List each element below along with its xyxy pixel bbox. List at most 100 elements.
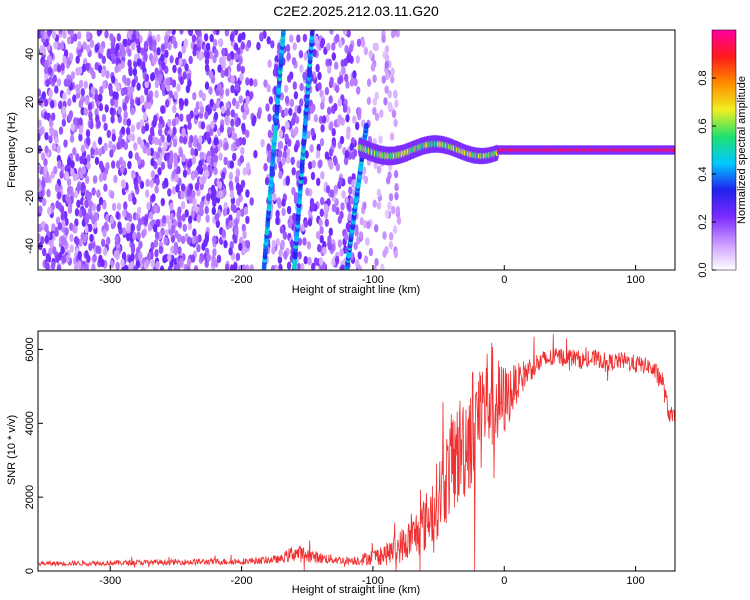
spectrogram-cell: [105, 162, 110, 171]
spectrogram-cell: [204, 63, 210, 72]
spectrogram-cell: [98, 254, 103, 264]
spectrogram-cell: [173, 91, 179, 100]
spectrogram-cell: [336, 117, 342, 127]
spectrogram-cell: [270, 265, 276, 270]
spectrogram-cell: [51, 112, 56, 121]
spectrogram-cell: [80, 232, 85, 241]
y-tick-label: 4000: [24, 411, 36, 435]
spectrogram-cell: [327, 235, 332, 244]
spectrogram-cell: [111, 133, 117, 142]
snr-frame: [37, 330, 676, 572]
spectrogram-cell: [344, 73, 349, 83]
spectrogram-cell: [196, 244, 201, 253]
spectrogram-cell: [136, 121, 141, 130]
spectrogram-cell: [302, 33, 308, 43]
spectrogram-cell: [56, 64, 62, 73]
spectrogram-cell: [169, 259, 174, 269]
spectrogram-cell: [240, 65, 245, 75]
spectrogram-cell: [149, 179, 154, 188]
spectrogram-cell: [318, 115, 324, 125]
spectrogram-cell: [69, 233, 74, 243]
spectrogram-cell: [188, 55, 193, 65]
spectrogram-cell: [319, 226, 324, 235]
spectrogram-cell: [319, 235, 324, 244]
spectrogram-cell: [106, 236, 111, 245]
spectrogram-cell: [73, 33, 78, 42]
spectrogram-cell: [245, 240, 251, 249]
tone-cell: [671, 148, 675, 152]
y-tick-label: -40: [24, 238, 36, 254]
spectrogram-cell: [105, 70, 110, 79]
spectrogram-cell: [212, 235, 217, 244]
spectrogram-cell: [70, 168, 75, 177]
spectrogram-cell: [150, 72, 155, 82]
x-tick-label: -100: [362, 575, 384, 587]
spectrogram-cell: [235, 138, 240, 148]
spectrogram-cell: [240, 208, 245, 217]
spectrogram-cell: [349, 78, 355, 87]
spectrogram-cell: [266, 36, 271, 45]
spectrogram-cell: [393, 249, 398, 259]
spectrogram-cell: [127, 263, 132, 270]
spectrogram-cell: [384, 53, 390, 62]
spectrogram-cell: [245, 89, 250, 99]
spectrogram-cell: [160, 43, 166, 52]
spectrogram-cell: [102, 172, 107, 181]
spectrogram-cell: [42, 197, 47, 207]
spectrogram-cell: [132, 231, 137, 241]
spectrogram-cell: [173, 158, 178, 167]
spectrogram-cell: [323, 203, 329, 212]
spectrogram-cell: [333, 103, 338, 112]
spectrogram-cell: [294, 115, 300, 125]
spectrogram-cell: [62, 92, 67, 101]
spectrogram-cell: [106, 129, 112, 139]
spectrogram-cell: [187, 78, 192, 88]
spectrogram-cell: [60, 212, 65, 221]
spectrogram-cell: [76, 183, 82, 192]
spectrogram-cell: [381, 75, 386, 84]
spectrogram-cell: [267, 59, 272, 68]
spectrogram-cell: [61, 219, 66, 229]
spectrogram-cell: [77, 260, 82, 269]
spectrogram-cell: [180, 201, 186, 210]
spectrogram-cell: [233, 30, 239, 36]
spectrogram-cell: [222, 208, 228, 217]
spectrogram-cell: [117, 106, 122, 115]
spectrogram-cell: [204, 81, 210, 90]
spectrogram-cell: [302, 176, 308, 185]
y-tick-label: 0: [24, 147, 36, 153]
spectrogram-cell: [169, 202, 174, 211]
spectrogram-cell: [176, 166, 181, 175]
spectrogram-cell: [80, 88, 86, 97]
y-tick-label: 6000: [24, 337, 36, 361]
spectrogram-cell: [238, 193, 243, 203]
spectrogram-cell: [84, 199, 89, 209]
spectrogram-cell: [240, 179, 246, 189]
spectrogram-cell: [169, 55, 174, 64]
spectrogram-cell: [223, 201, 228, 211]
spectrogram-cell: [57, 202, 63, 211]
spectrogram-cell: [343, 58, 348, 67]
spectrogram-cell: [278, 170, 283, 180]
spectrogram-cell: [177, 66, 182, 76]
spectrogram-cell: [224, 141, 229, 151]
spectrogram-cell: [82, 157, 88, 166]
spectrogram-cell: [140, 95, 145, 104]
spectrogram-cell: [75, 55, 80, 64]
spectrogram-cell: [120, 165, 125, 174]
spectrogram-cell: [240, 146, 245, 156]
spectrogram-cell: [126, 77, 131, 87]
spectrogram-cell: [191, 156, 197, 165]
spectrogram-cell: [135, 30, 140, 40]
spectrogram-cell: [180, 235, 186, 245]
spectrogram-cell: [167, 118, 172, 128]
spectrogram-cell: [337, 215, 342, 224]
spectrogram-cell: [73, 117, 78, 126]
spectrogram-cell: [125, 126, 131, 136]
spectrogram-cell: [144, 79, 149, 89]
spectrogram-cell: [277, 149, 283, 159]
spectrogram-cell: [127, 48, 132, 57]
spectrogram-cell: [41, 91, 46, 100]
spectrogram-cell: [187, 30, 193, 36]
spectrogram-cell: [47, 206, 52, 216]
